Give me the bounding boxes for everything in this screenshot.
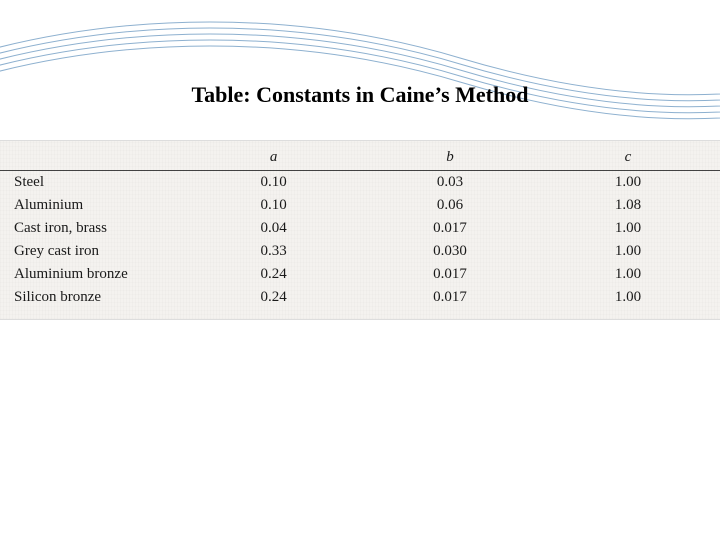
table-row: Cast iron, brass0.040.0171.00 [0, 217, 720, 240]
cell-c: 1.00 [540, 217, 720, 240]
table-row: Silicon bronze0.240.0171.00 [0, 286, 720, 309]
cell-b: 0.017 [360, 217, 540, 240]
table-row: Grey cast iron0.330.0301.00 [0, 240, 720, 263]
cell-a: 0.33 [187, 240, 360, 263]
page-title: Table: Constants in Caine’s Method [0, 82, 720, 108]
cell-b: 0.030 [360, 240, 540, 263]
table-header-row: a b c [0, 147, 720, 171]
cell-a: 0.24 [187, 286, 360, 309]
col-header-b: b [360, 147, 540, 171]
col-header-c: c [540, 147, 720, 171]
cell-a: 0.04 [187, 217, 360, 240]
cell-material: Aluminium [0, 194, 187, 217]
cell-c: 1.00 [540, 240, 720, 263]
cell-c: 1.00 [540, 171, 720, 195]
cell-c: 1.08 [540, 194, 720, 217]
cell-b: 0.03 [360, 171, 540, 195]
col-header-a: a [187, 147, 360, 171]
cell-c: 1.00 [540, 263, 720, 286]
cell-a: 0.10 [187, 194, 360, 217]
cell-a: 0.24 [187, 263, 360, 286]
cell-material: Grey cast iron [0, 240, 187, 263]
constants-table-container: a b c Steel0.100.031.00Aluminium0.100.06… [0, 140, 720, 320]
cell-a: 0.10 [187, 171, 360, 195]
constants-table: a b c Steel0.100.031.00Aluminium0.100.06… [0, 147, 720, 309]
cell-material: Cast iron, brass [0, 217, 187, 240]
cell-material: Silicon bronze [0, 286, 187, 309]
cell-b: 0.017 [360, 263, 540, 286]
table-row: Steel0.100.031.00 [0, 171, 720, 195]
cell-material: Steel [0, 171, 187, 195]
cell-material: Aluminium bronze [0, 263, 187, 286]
col-header-material [0, 147, 187, 171]
cell-b: 0.06 [360, 194, 540, 217]
cell-b: 0.017 [360, 286, 540, 309]
cell-c: 1.00 [540, 286, 720, 309]
table-row: Aluminium bronze0.240.0171.00 [0, 263, 720, 286]
table-row: Aluminium0.100.061.08 [0, 194, 720, 217]
